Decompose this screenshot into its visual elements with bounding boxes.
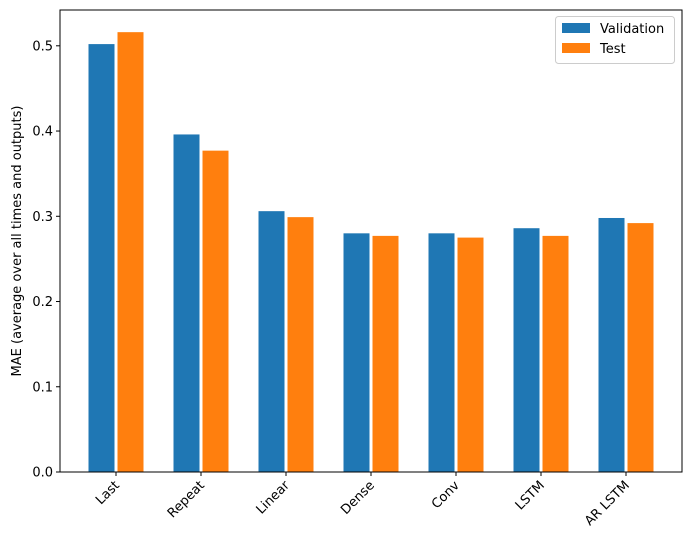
y-tick-label: 0.0 — [32, 466, 53, 481]
x-tick-label: Linear — [254, 478, 294, 518]
bar-validation-last — [88, 44, 115, 472]
legend-label-validation: Validation — [600, 22, 664, 37]
x-tick-label: Dense — [338, 478, 378, 518]
x-tick-label: AR LSTM — [582, 478, 633, 529]
x-tick-label: Last — [93, 478, 123, 508]
x-tick-label: Repeat — [165, 478, 208, 521]
x-tick-label: LSTM — [513, 478, 548, 513]
bar-test-lstm — [542, 235, 569, 472]
bar-validation-ar-lstm — [598, 217, 625, 472]
legend-swatch-test — [562, 43, 590, 53]
legend-label-test: Test — [599, 42, 626, 57]
bar-test-conv — [457, 237, 484, 472]
bar-test-linear — [287, 217, 314, 472]
x-tick-label: Conv — [429, 478, 463, 512]
bar-test-last — [117, 32, 144, 473]
y-tick-label: 0.2 — [32, 295, 53, 310]
y-tick-label: 0.5 — [32, 39, 53, 54]
bar-validation-repeat — [173, 134, 200, 472]
bar-test-ar-lstm — [627, 223, 654, 472]
bar-validation-lstm — [513, 228, 540, 472]
bar-test-repeat — [202, 150, 229, 472]
y-axis-label: MAE (average over all times and outputs) — [10, 106, 25, 377]
bar-validation-linear — [258, 211, 285, 472]
bar-validation-conv — [428, 233, 455, 472]
y-tick-label: 0.3 — [32, 210, 53, 225]
bar-test-dense — [372, 235, 399, 472]
y-tick-label: 0.1 — [32, 380, 53, 395]
bar-validation-dense — [343, 233, 370, 472]
y-tick-label: 0.4 — [32, 125, 53, 140]
plot-frame — [59, 9, 683, 473]
legend-swatch-validation — [562, 23, 590, 33]
